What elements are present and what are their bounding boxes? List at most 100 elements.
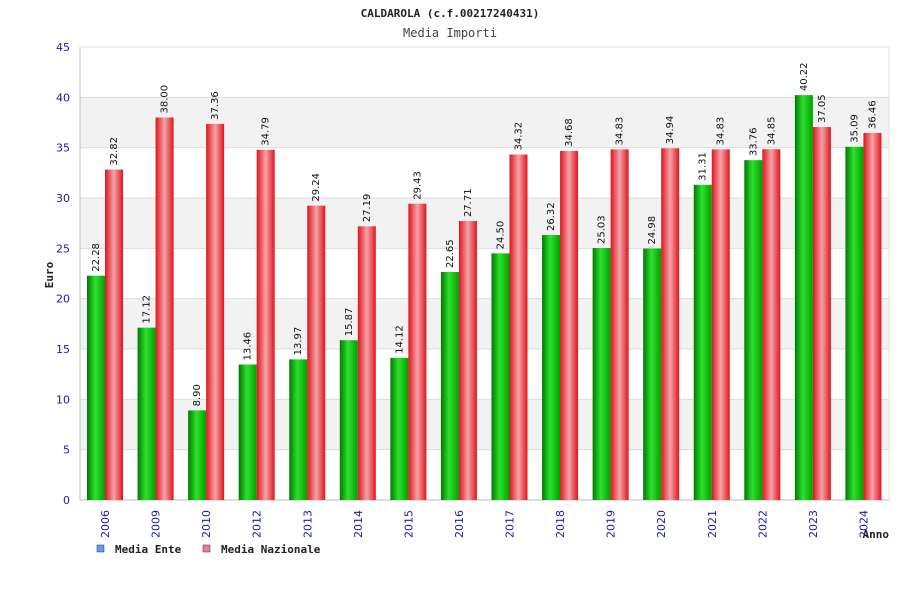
- data-label: 31.31: [698, 152, 709, 181]
- x-tick-label: 2009: [150, 510, 163, 538]
- data-label: 13.46: [243, 332, 254, 361]
- x-tick-label: 2015: [402, 510, 415, 538]
- x-tick-label: 2023: [807, 510, 820, 538]
- data-label: 24.50: [496, 221, 507, 250]
- bar-media-nazionale: [812, 127, 831, 500]
- bar-media-ente: [491, 253, 510, 500]
- bar-media-nazionale: [661, 148, 680, 500]
- y-tick-label: 35: [56, 142, 70, 155]
- bar-media-nazionale: [762, 149, 781, 500]
- legend-swatch-media-nazionale: [202, 544, 211, 553]
- x-tick-label: 2012: [251, 510, 264, 538]
- bar-media-ente: [339, 340, 358, 500]
- bar-media-nazionale: [711, 149, 730, 501]
- x-tick-label: 2017: [504, 510, 517, 538]
- legend-swatch-media-ente: [96, 544, 105, 553]
- y-tick-label: 0: [63, 494, 70, 507]
- bar-media-nazionale: [206, 123, 225, 500]
- bars: [87, 95, 882, 501]
- y-tick-label: 40: [56, 91, 70, 104]
- bar-media-ente: [794, 95, 813, 501]
- x-tick-label: 2022: [756, 510, 769, 538]
- data-label: 13.97: [293, 327, 304, 356]
- y-tick-label: 45: [56, 41, 70, 54]
- data-label: 22.65: [445, 239, 456, 268]
- data-label: 40.22: [799, 62, 810, 91]
- grid-band: [80, 47, 889, 98]
- data-label: 38.00: [160, 85, 171, 114]
- data-label: 27.19: [362, 194, 373, 223]
- legend-label-media-ente: Media Ente: [115, 543, 182, 556]
- data-label: 27.71: [463, 188, 474, 217]
- x-tick-label: 2016: [453, 510, 466, 538]
- legend-label-media-nazionale: Media Nazionale: [221, 543, 321, 556]
- data-label: 22.28: [91, 243, 102, 272]
- x-axis-label: Anno: [863, 528, 890, 541]
- x-tick-label: 2019: [605, 510, 618, 538]
- bar-media-ente: [289, 359, 308, 500]
- bar-media-nazionale: [357, 226, 376, 500]
- bar-media-nazionale: [307, 205, 326, 500]
- data-label: 34.85: [766, 117, 777, 146]
- data-label: 36.46: [867, 100, 878, 129]
- bar-media-ente: [440, 271, 459, 500]
- x-tick-label: 2020: [655, 510, 668, 538]
- data-label: 8.90: [192, 384, 203, 406]
- data-label: 24.98: [647, 216, 658, 245]
- x-tick-label: 2024: [857, 510, 870, 538]
- bar-media-nazionale: [560, 150, 579, 500]
- data-label: 34.32: [514, 122, 525, 151]
- bar-media-nazionale: [458, 221, 477, 500]
- bar-media-ente: [542, 235, 561, 500]
- data-label: 34.94: [665, 116, 676, 145]
- data-label: 25.03: [597, 215, 608, 244]
- bar-media-ente: [744, 160, 763, 500]
- data-label: 26.32: [546, 202, 557, 231]
- data-label: 34.68: [564, 118, 575, 147]
- data-label: 37.36: [210, 91, 221, 120]
- bar-media-ente: [188, 410, 207, 500]
- bar-media-nazionale: [610, 149, 629, 501]
- bar-media-nazionale: [256, 149, 275, 500]
- y-tick-label: 10: [56, 393, 70, 406]
- bar-media-ente: [592, 248, 611, 500]
- data-labels: 22.28 32.82 17.12 38.00 8.90 37.36 13.46 34.79 1…: [91, 62, 878, 406]
- legend: Media Ente Media Nazionale: [96, 543, 321, 556]
- data-label: 33.76: [748, 128, 759, 157]
- data-label: 34.83: [716, 117, 727, 146]
- y-tick-label: 15: [56, 343, 70, 356]
- x-tick-label: 2014: [352, 510, 365, 538]
- bar-media-ente: [390, 357, 409, 500]
- y-tick-label: 5: [63, 444, 70, 457]
- y-tick-label: 20: [56, 293, 70, 306]
- bar-media-nazionale: [105, 169, 123, 500]
- x-axis-ticks: 2006 2009 2010 2012 2013 2014 2015 2016 2017 2018…: [99, 510, 870, 538]
- bar-media-nazionale: [408, 203, 427, 500]
- x-tick-label: 2010: [200, 510, 213, 538]
- bar-media-nazionale: [863, 132, 882, 500]
- bar-media-ente: [693, 184, 712, 500]
- data-label: 29.43: [412, 171, 423, 200]
- data-label: 32.82: [109, 137, 120, 166]
- bar-media-ente: [137, 327, 156, 500]
- x-tick-label: 2013: [301, 510, 314, 538]
- y-tick-label: 25: [56, 242, 70, 255]
- data-label: 14.12: [394, 325, 405, 354]
- chart-subtitle: Media Importi: [403, 26, 497, 40]
- bar-media-ente: [87, 275, 105, 500]
- data-label: 15.87: [344, 308, 355, 337]
- bar-media-nazionale: [155, 117, 174, 500]
- y-tick-label: 30: [56, 192, 70, 205]
- y-axis-ticks: 0 5 10 15 20 25 30 35 40 45: [56, 41, 70, 507]
- data-label: 35.09: [849, 114, 860, 143]
- data-label: 17.12: [142, 295, 153, 324]
- x-tick-label: 2018: [554, 510, 567, 538]
- x-tick-label: 2006: [99, 510, 112, 538]
- y-axis-label: Euro: [43, 261, 56, 288]
- x-tick-label: 2021: [706, 510, 719, 538]
- data-label: 37.05: [817, 94, 828, 123]
- bar-media-ente: [643, 248, 662, 500]
- data-label: 34.79: [261, 117, 272, 146]
- chart-title: CALDAROLA (c.f.00217240431): [361, 7, 540, 20]
